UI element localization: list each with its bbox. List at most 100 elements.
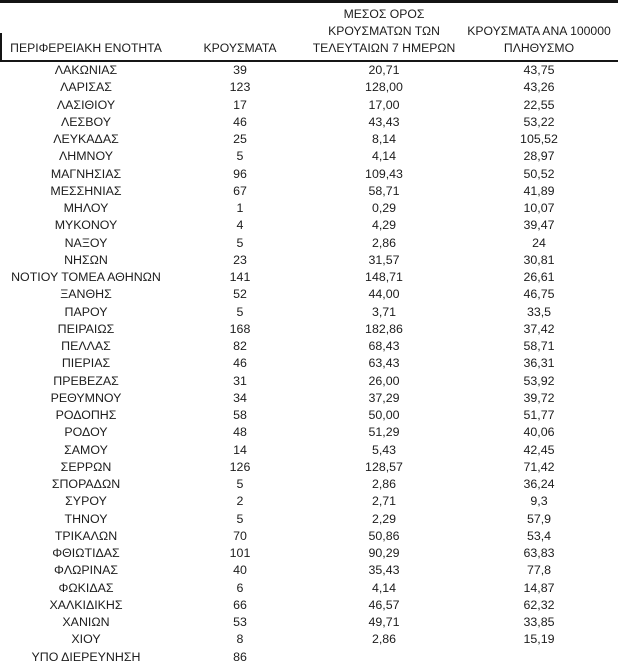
table-row: ΡΕΘΥΜΝΟΥ 34 37,29 39,72 bbox=[0, 390, 618, 407]
cell-per-100000: 26,61 bbox=[523, 270, 555, 284]
cell-regional-unit: ΛΕΥΚΑΔΑΣ bbox=[53, 132, 119, 146]
cell-cases: 5 bbox=[236, 304, 244, 319]
cell-avg-7day: 148,71 bbox=[365, 270, 403, 284]
cell-per-100000: 39,72 bbox=[523, 390, 555, 405]
cell-per-100000: 43,75 bbox=[523, 63, 555, 77]
cell-regional-unit: ΛΑΣΙΘΙΟΥ bbox=[56, 97, 116, 112]
cell-cases: 126 bbox=[229, 459, 251, 474]
col-header-avg-7day: ΜΕΣΟΣ ΟΡΟΣ ΚΡΟΥΣΜΑΤΩΝ ΤΩΝ ΤΕΛΕΥΤΑΙΩΝ 7 Η… bbox=[308, 0, 460, 62]
table-row: ΝΗΣΩΝ 23 31,57 30,81 bbox=[0, 252, 618, 269]
cell-per-100000: 63,83 bbox=[523, 546, 555, 560]
cell-per-100000: 71,42 bbox=[523, 459, 555, 474]
cell-regional-unit: ΛΑΚΩΝΙΑΣ bbox=[54, 63, 118, 77]
cell-regional-unit: ΠΡΕΒΕΖΑΣ bbox=[53, 373, 119, 388]
cell-regional-unit: ΞΑΝΘΗΣ bbox=[60, 287, 112, 302]
cell-per-100000: 58,71 bbox=[523, 339, 555, 353]
cell-cases: 5 bbox=[236, 235, 244, 250]
cell-avg-7day: 2,86 bbox=[371, 632, 397, 647]
cell-per-100000 bbox=[460, 649, 618, 666]
table-row: ΛΑΚΩΝΙΑΣ 39 20,71 43,75 bbox=[0, 61, 618, 79]
cell-avg-7day: 90,29 bbox=[368, 546, 400, 560]
cell-cases: 40 bbox=[233, 563, 247, 578]
cell-per-100000: 37,42 bbox=[523, 321, 555, 336]
cell-per-100000: 14,87 bbox=[523, 580, 555, 595]
cell-per-100000: 77,8 bbox=[526, 563, 552, 578]
cell-per-100000: 39,47 bbox=[523, 218, 555, 233]
cell-regional-unit: ΛΕΣΒΟΥ bbox=[61, 114, 111, 129]
table-row: ΠΕΙΡΑΙΩΣ 168 182,86 37,42 bbox=[0, 321, 618, 338]
cell-avg-7day: 109,43 bbox=[365, 166, 403, 181]
cell-cases: 4 bbox=[236, 218, 244, 233]
table-row: ΛΑΡΙΣΑΣ 123 128,00 43,26 bbox=[0, 79, 618, 96]
table-row: ΝΑΞΟΥ 5 2,86 24 bbox=[0, 235, 618, 252]
col-header-per-100000: ΚΡΟΥΣΜΑΤΑ ΑΝΑ 100000 ΠΛΗΘΥΣΜΟ bbox=[460, 0, 618, 62]
cell-avg-7day: 43,43 bbox=[368, 114, 400, 129]
cell-cases: 141 bbox=[229, 270, 251, 284]
cell-regional-unit: ΝΗΣΩΝ bbox=[64, 252, 108, 267]
cell-cases: 70 bbox=[233, 528, 247, 543]
cell-avg-7day: 31,57 bbox=[368, 252, 400, 267]
cell-avg-7day: 20,71 bbox=[368, 63, 400, 77]
cell-avg-7day: 44,00 bbox=[368, 287, 400, 302]
cell-regional-unit: ΡΕΘΥΜΝΟΥ bbox=[50, 390, 122, 405]
table-body: ΛΑΚΩΝΙΑΣ 39 20,71 43,75 ΛΑΡΙΣΑΣ 123 128,00 43,2… bbox=[0, 61, 618, 666]
cell-regional-unit: ΠΕΙΡΑΙΩΣ bbox=[57, 321, 115, 336]
table-row: ΣΥΡΟΥ 2 2,71 9,3 bbox=[0, 493, 618, 510]
cell-regional-unit: ΤΡΙΚΑΛΩΝ bbox=[54, 528, 118, 543]
table-row: ΛΕΣΒΟΥ 46 43,43 53,22 bbox=[0, 114, 618, 131]
cell-avg-7day: 50,86 bbox=[368, 528, 400, 543]
cell-cases: 31 bbox=[233, 373, 247, 388]
cell-cases: 2 bbox=[236, 494, 244, 509]
cell-avg-7day: 182,86 bbox=[365, 321, 403, 336]
cell-per-100000: 51,77 bbox=[523, 408, 555, 422]
cell-regional-unit: ΛΑΡΙΣΑΣ bbox=[60, 80, 112, 95]
cell-cases: 96 bbox=[233, 166, 247, 181]
cell-avg-7day: 17,00 bbox=[368, 97, 400, 112]
cell-avg-7day bbox=[308, 649, 460, 666]
cell-cases: 101 bbox=[229, 546, 251, 560]
cell-cases: 5 bbox=[236, 477, 244, 491]
cell-per-100000: 50,52 bbox=[523, 166, 555, 181]
cell-avg-7day: 4,14 bbox=[371, 580, 397, 595]
cell-regional-unit: ΦΘΙΩΤΙΔΑΣ bbox=[52, 546, 120, 560]
cell-avg-7day: 58,71 bbox=[368, 183, 400, 198]
table-row: ΦΘΙΩΤΙΔΑΣ 101 90,29 63,83 bbox=[0, 545, 618, 562]
cell-avg-7day: 26,00 bbox=[368, 373, 400, 388]
table-row: ΜΥΚΟΝΟΥ 4 4,29 39,47 bbox=[0, 217, 618, 234]
cell-regional-unit: ΜΥΚΟΝΟΥ bbox=[54, 218, 118, 233]
table-row: ΧΙΟΥ 8 2,86 15,19 bbox=[0, 631, 618, 648]
cell-cases: 46 bbox=[233, 114, 247, 129]
cell-avg-7day: 128,00 bbox=[365, 80, 403, 95]
cell-regional-unit: ΜΕΣΣΗΝΙΑΣ bbox=[50, 183, 122, 198]
cell-per-100000: 33,5 bbox=[526, 304, 552, 319]
table-row: ΛΑΣΙΘΙΟΥ 17 17,00 22,55 bbox=[0, 97, 618, 114]
cell-per-100000: 15,19 bbox=[523, 632, 555, 647]
cell-regional-unit: ΦΩΚΙΔΑΣ bbox=[58, 580, 114, 595]
table-header: ΠΕΡΙΦΕΡΕΙΑΚΗ ΕΝΟΤΗΤΑ ΚΡΟΥΣΜΑΤΑ ΜΕΣΟΣ ΟΡΟ… bbox=[0, 0, 618, 62]
cell-per-100000: 42,45 bbox=[523, 442, 555, 457]
cell-per-100000: 53,4 bbox=[526, 528, 552, 543]
cell-cases: 1 bbox=[236, 201, 244, 215]
cell-regional-unit: ΠΙΕΡΙΑΣ bbox=[61, 356, 111, 371]
cell-regional-unit: ΛΗΜΝΟΥ bbox=[59, 149, 113, 164]
cell-cases: 6 bbox=[236, 580, 244, 595]
table-row: ΜΗΛΟΥ 1 0,29 10,07 bbox=[0, 200, 618, 217]
table-row: ΤΡΙΚΑΛΩΝ 70 50,86 53,4 bbox=[0, 528, 618, 545]
cell-regional-unit: ΣΕΡΡΩΝ bbox=[60, 459, 112, 474]
cell-avg-7day: 63,43 bbox=[368, 356, 400, 371]
table-row: ΥΠΟ ΔΙΕΡΕΥΝΗΣΗ 86 bbox=[0, 649, 618, 666]
cell-per-100000: 46,75 bbox=[523, 287, 555, 302]
cell-regional-unit: ΡΟΔΟΠΗΣ bbox=[55, 408, 117, 422]
cell-regional-unit: ΤΗΝΟΥ bbox=[64, 511, 108, 526]
cell-cases: 39 bbox=[233, 63, 247, 77]
cell-cases: 34 bbox=[233, 390, 247, 405]
cell-cases: 168 bbox=[229, 321, 251, 336]
cell-avg-7day: 2,86 bbox=[371, 235, 397, 250]
cell-avg-7day: 2,71 bbox=[371, 494, 397, 509]
cell-per-100000: 53,92 bbox=[523, 373, 555, 388]
cell-cases: 17 bbox=[233, 97, 247, 112]
cell-per-100000: 30,81 bbox=[523, 252, 555, 267]
cell-avg-7day: 46,57 bbox=[368, 597, 400, 612]
cell-per-100000: 36,24 bbox=[523, 477, 555, 491]
table-row: ΣΠΟΡΑΔΩΝ 5 2,86 36,24 bbox=[0, 476, 618, 493]
